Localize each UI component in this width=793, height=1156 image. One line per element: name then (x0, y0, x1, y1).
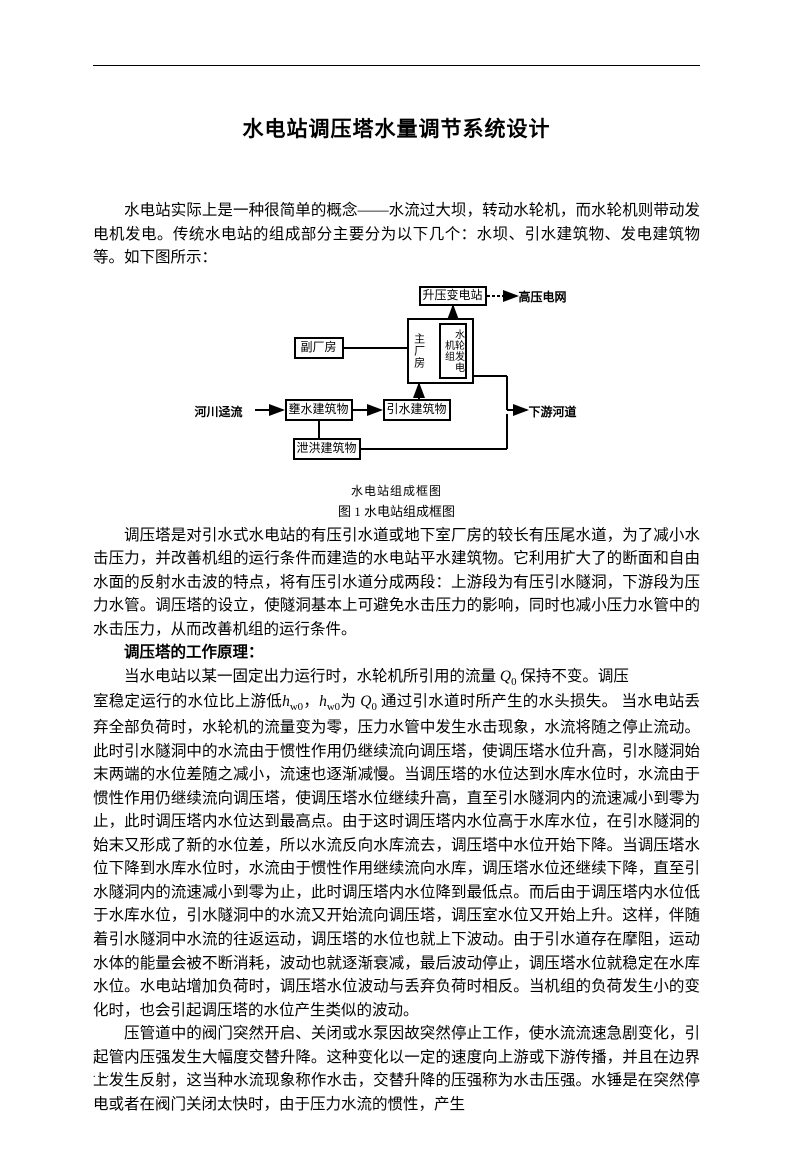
figure-caption: 图 1 水电站组成框图 (187, 501, 607, 520)
p4-text-d: 通过引水道时所产生的水头损失。 当水电站丢弃全部负荷时，水轮机的流量变为零，压力… (93, 693, 700, 1018)
symbol-h-1: h (282, 693, 290, 710)
node-spillway: 泄洪建筑物 (293, 438, 361, 460)
node-retain: 壅水建筑物 (285, 399, 353, 421)
symbol-q-1: Q (500, 668, 511, 685)
node-aux-plant: 副厂房 (294, 337, 344, 359)
node-river-inflow: 河川迳流 (195, 403, 243, 420)
p4-text-a: 室稳定运行的水位比上游低 (93, 693, 282, 710)
node-turbine-gen: 水轮发电机组 (439, 323, 467, 379)
p4-text-c: 为 (340, 693, 360, 710)
node-intake: 引水建筑物 (383, 399, 451, 421)
paragraph-5: 压管道中的阀门突然开启、关闭或水泵因故突然停止工作，使水流流速急剧变化，引起管内… (93, 1022, 700, 1116)
page-title: 水电站调压塔水量调节系统设计 (93, 113, 700, 143)
diagram-connectors (187, 280, 607, 480)
p3-text-b: 保持不变。调压 (517, 668, 629, 685)
label-turbine-gen: 水轮发电机组 (443, 325, 463, 377)
symbol-q-2: Q (360, 693, 371, 710)
footer-dots: .... (93, 1069, 111, 1080)
symbol-h2-sub: w0 (327, 702, 340, 714)
paragraph-intro: 水电站实际上是一种很简单的概念——水流过大坝，转动水轮机，而水轮机则带动发电机发… (93, 199, 700, 270)
header-rule (93, 65, 700, 66)
label-main-plant: 主厂房 (413, 333, 425, 369)
symbol-h1-sub: w0 (290, 702, 303, 714)
p3-text-a: 当水电站以某一固定出力运行时，水轮机所引用的流量 (124, 668, 500, 685)
figure-1: 升压变电站 高压电网 副厂房 主厂房 水轮发电机组 河川迳流 壅水建筑物 引水建… (187, 280, 607, 520)
document-page: 水电站调压塔水量调节系统设计 水电站实际上是一种很简单的概念——水流过大坝，转动… (0, 0, 793, 1156)
paragraph-2: 调压塔是对引水式水电站的有压引水道或地下室厂房的较长有压尾水道，为了减小水击压力… (93, 524, 700, 642)
paragraph-4: 室稳定运行的水位比上游低hw0，hw0为 Q0 通过引水道时所产生的水头损失。 … (93, 690, 700, 1022)
node-downstream: 下游河道 (529, 403, 577, 420)
symbol-h-2: h (319, 693, 327, 710)
section-heading-principle: 调压塔的工作原理： (93, 641, 700, 665)
node-substation: 升压变电站 (419, 286, 487, 306)
node-grid: 高压电网 (519, 288, 567, 305)
paragraph-3: 当水电站以某一固定出力运行时，水轮机所引用的流量 Q0 保持不变。调压 (93, 665, 700, 691)
diagram-sub-caption: 水电站组成框图 (187, 482, 607, 499)
p4-text-b: ， (303, 693, 319, 710)
block-diagram: 升压变电站 高压电网 副厂房 主厂房 水轮发电机组 河川迳流 壅水建筑物 引水建… (187, 280, 607, 480)
